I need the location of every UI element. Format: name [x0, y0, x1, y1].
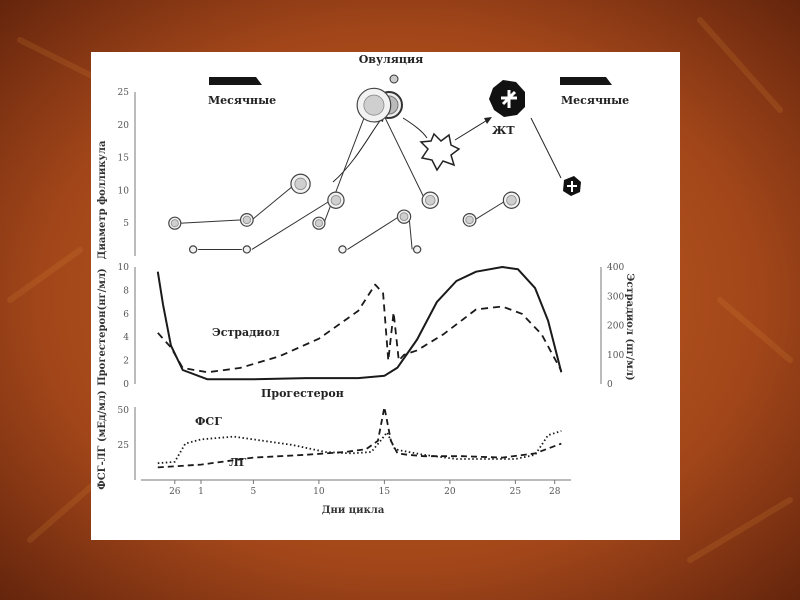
- x-tick-label: 5: [251, 487, 257, 497]
- figure-card: [91, 52, 680, 540]
- lh-line: [157, 406, 562, 469]
- menses-bar-right: [560, 77, 612, 85]
- gonadotropin-tick: 50: [118, 406, 130, 416]
- gonadotropin-lines: [157, 406, 562, 469]
- follicle-icon: [312, 216, 326, 230]
- follicle-y-ticks: 5 10 15 20 25: [118, 88, 130, 229]
- follicle-icon: [502, 191, 521, 209]
- fsh-series-label: ФСГ: [195, 415, 222, 428]
- corpus-luteum-label: ЖТ: [492, 124, 515, 137]
- gonadotropin-ticks: 25 50: [118, 406, 130, 451]
- estradiol-tick: 300: [607, 292, 624, 302]
- follicle-y-tick: 15: [118, 154, 130, 164]
- follicle-icon: [462, 213, 477, 227]
- x-tick-label: 26: [169, 487, 181, 497]
- x-tick-label: 20: [444, 487, 456, 497]
- growth-arrow: [251, 183, 296, 221]
- lh-series-label: ЛГ: [229, 456, 247, 469]
- growth-arrow: [251, 199, 332, 250]
- follicle-icon: [356, 87, 392, 123]
- gonadotropin-tick: 25: [118, 441, 130, 451]
- progesterone-line: [156, 266, 563, 381]
- follicle-icon: [421, 191, 439, 209]
- ovulation-arrow: [332, 117, 383, 183]
- progesterone-ylabel: Прогестерон(нг/мл): [97, 268, 108, 386]
- progesterone-tick: 0: [123, 380, 129, 390]
- estradiol-tick: 0: [607, 380, 613, 390]
- growth-arrow: [179, 219, 242, 224]
- regression-arrow: [530, 117, 562, 179]
- follicle-icon: [396, 209, 412, 224]
- regressing-luteum-icon: [563, 176, 581, 196]
- x-tick-label: 1: [198, 487, 204, 497]
- follicle-y-tick: 25: [118, 88, 130, 98]
- hormone-panel: Прогестерон(нг/мл) Эстрадиол (пг/мл) 0 2 4…: [97, 263, 635, 400]
- progesterone-tick: 10: [118, 263, 130, 273]
- luteum-arrow: [454, 118, 490, 141]
- growth-arrow: [474, 199, 507, 221]
- growth-arrow: [408, 216, 413, 250]
- estradiol-ylabel: Эстрадиол (пг/мл): [624, 273, 635, 380]
- menses-label-right: Месячные: [561, 94, 629, 107]
- follicle-icon: [290, 173, 311, 195]
- x-axis-label: Дни цикла: [322, 505, 385, 516]
- menses-bar-left: [209, 77, 262, 85]
- growth-arrow: [378, 104, 426, 201]
- progesterone-tick: 6: [123, 310, 129, 320]
- follicle-icon: [168, 216, 182, 230]
- follicle-icon: [338, 245, 347, 254]
- x-tick-label: 25: [510, 487, 522, 497]
- follicle-y-tick: 10: [118, 186, 130, 196]
- follicle-icon: [327, 191, 345, 209]
- follicle-ylabel: Диаметр фолликула: [97, 140, 108, 259]
- follicle-circles: [168, 87, 521, 254]
- x-ticks: 26 1 5 10 15 20 25 28: [169, 480, 561, 497]
- x-tick-label: 10: [313, 487, 325, 497]
- progesterone-tick: 4: [123, 333, 129, 343]
- estradiol-tick: 400: [607, 263, 624, 273]
- x-tick-label: 15: [379, 487, 391, 497]
- luteum-arrowhead: [484, 117, 492, 124]
- estradiol-tick: 100: [607, 351, 624, 361]
- progesterone-tick: 8: [123, 286, 129, 296]
- fsh-lh-ylabel: ФСГ-ЛГ (мЕд/мл): [97, 390, 108, 490]
- growth-arrow: [347, 216, 400, 250]
- follicle-panel: Диаметр фолликула 5 10 15 20 25 Месячные Мес…: [97, 53, 629, 259]
- follicle-icon: [188, 245, 198, 254]
- estradiol-annotation: Эстрадиол: [212, 326, 280, 339]
- follicle-icon: [242, 245, 252, 254]
- progesterone-tick: 2: [123, 357, 129, 367]
- estradiol-line: [157, 283, 563, 374]
- follicle-y-tick: 20: [118, 121, 130, 131]
- menses-label-left: Месячные: [208, 94, 276, 107]
- corpus-luteum-icon: [489, 80, 525, 117]
- estradiol-tick: 200: [607, 322, 624, 332]
- follicle-icon: [412, 245, 422, 254]
- fsh-line: [157, 430, 562, 465]
- progesterone-annotation: Прогестерон: [261, 387, 344, 400]
- ovulation-label: Овуляция: [359, 53, 424, 66]
- rupture-arrow: [402, 117, 428, 139]
- ruptured-follicle-icon: [419, 132, 461, 172]
- follicle-y-tick: 5: [123, 219, 129, 229]
- follicle-icon: [239, 213, 254, 227]
- x-tick-label: 28: [549, 487, 561, 497]
- hormone-lines: [156, 266, 563, 381]
